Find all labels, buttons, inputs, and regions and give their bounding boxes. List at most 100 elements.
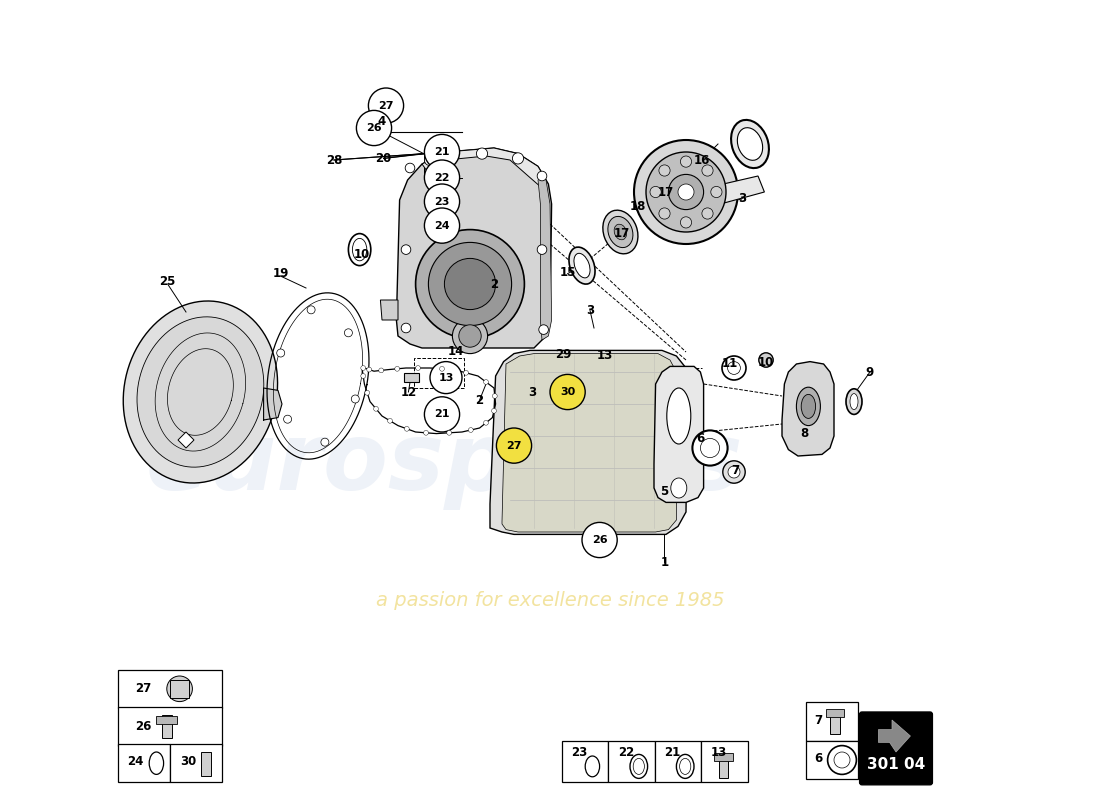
Circle shape bbox=[440, 366, 444, 371]
Text: 20: 20 bbox=[375, 152, 392, 165]
Text: 26: 26 bbox=[366, 123, 382, 133]
Circle shape bbox=[537, 171, 547, 181]
Text: 14: 14 bbox=[448, 346, 464, 358]
Bar bbox=[170, 744, 222, 782]
Circle shape bbox=[827, 746, 857, 774]
Text: 9: 9 bbox=[866, 366, 874, 378]
Polygon shape bbox=[381, 300, 398, 320]
Circle shape bbox=[539, 325, 549, 334]
Polygon shape bbox=[490, 350, 688, 534]
Circle shape bbox=[351, 395, 360, 403]
Text: 6: 6 bbox=[696, 432, 704, 445]
Text: 19: 19 bbox=[272, 267, 288, 280]
Circle shape bbox=[365, 390, 370, 395]
Circle shape bbox=[321, 438, 329, 446]
Ellipse shape bbox=[150, 752, 164, 774]
Ellipse shape bbox=[608, 217, 632, 247]
Circle shape bbox=[537, 245, 547, 254]
Circle shape bbox=[492, 408, 496, 413]
Circle shape bbox=[513, 153, 524, 164]
Text: 28: 28 bbox=[326, 154, 342, 166]
Bar bbox=[701, 741, 748, 782]
Polygon shape bbox=[879, 720, 911, 752]
Bar bbox=[562, 741, 608, 782]
Circle shape bbox=[387, 418, 393, 423]
Circle shape bbox=[484, 380, 488, 385]
Text: a passion for excellence since 1985: a passion for excellence since 1985 bbox=[376, 590, 724, 610]
Text: 2: 2 bbox=[490, 278, 498, 290]
Text: 26: 26 bbox=[592, 535, 607, 545]
Circle shape bbox=[405, 426, 409, 431]
Circle shape bbox=[727, 362, 740, 374]
Text: 3: 3 bbox=[738, 192, 746, 205]
Circle shape bbox=[374, 406, 378, 411]
Bar bbox=[118, 707, 222, 746]
Ellipse shape bbox=[728, 466, 740, 478]
Polygon shape bbox=[538, 178, 551, 340]
Circle shape bbox=[405, 163, 415, 173]
Ellipse shape bbox=[676, 754, 694, 778]
Text: 5: 5 bbox=[660, 485, 669, 498]
Bar bbox=[830, 710, 839, 734]
Text: 22: 22 bbox=[434, 173, 450, 182]
Ellipse shape bbox=[846, 389, 862, 414]
Text: 3: 3 bbox=[528, 386, 537, 398]
Circle shape bbox=[167, 676, 192, 702]
Text: 8: 8 bbox=[801, 427, 808, 440]
Text: 6: 6 bbox=[814, 752, 823, 765]
Circle shape bbox=[463, 370, 469, 375]
Text: 23: 23 bbox=[572, 746, 587, 758]
Bar bbox=[414, 358, 463, 388]
Polygon shape bbox=[782, 362, 834, 456]
Circle shape bbox=[425, 184, 460, 219]
Bar bbox=[170, 680, 189, 698]
Text: 30: 30 bbox=[560, 387, 575, 397]
Bar bbox=[118, 744, 170, 782]
Ellipse shape bbox=[723, 461, 745, 483]
Polygon shape bbox=[422, 148, 546, 188]
FancyBboxPatch shape bbox=[859, 712, 933, 785]
Text: eurospares: eurospares bbox=[145, 418, 744, 510]
Polygon shape bbox=[706, 176, 764, 206]
Circle shape bbox=[493, 394, 497, 398]
Ellipse shape bbox=[667, 388, 691, 444]
Bar bbox=[156, 716, 177, 724]
Circle shape bbox=[459, 325, 481, 347]
Circle shape bbox=[834, 752, 850, 768]
Text: 10: 10 bbox=[354, 248, 370, 261]
Circle shape bbox=[444, 258, 496, 310]
Text: 22: 22 bbox=[618, 746, 635, 758]
Bar bbox=[162, 715, 172, 738]
Ellipse shape bbox=[850, 394, 858, 410]
Circle shape bbox=[452, 318, 487, 354]
Text: 27: 27 bbox=[378, 101, 394, 110]
Ellipse shape bbox=[737, 128, 762, 160]
Ellipse shape bbox=[801, 394, 815, 418]
Text: 11: 11 bbox=[722, 358, 738, 370]
Circle shape bbox=[692, 430, 727, 466]
Ellipse shape bbox=[614, 224, 627, 240]
Bar bbox=[826, 709, 844, 717]
Circle shape bbox=[476, 148, 487, 159]
Text: 24: 24 bbox=[128, 755, 144, 768]
Text: 12: 12 bbox=[400, 386, 417, 398]
Text: 7: 7 bbox=[732, 464, 739, 477]
Ellipse shape bbox=[574, 254, 590, 278]
Polygon shape bbox=[264, 388, 282, 420]
Circle shape bbox=[701, 438, 719, 458]
Ellipse shape bbox=[630, 754, 648, 778]
Bar bbox=[118, 670, 222, 708]
Circle shape bbox=[496, 428, 531, 463]
Circle shape bbox=[361, 366, 365, 370]
Ellipse shape bbox=[759, 353, 773, 367]
Circle shape bbox=[669, 174, 704, 210]
Ellipse shape bbox=[680, 758, 691, 774]
Text: 30: 30 bbox=[180, 755, 197, 768]
Polygon shape bbox=[138, 317, 264, 467]
Bar bbox=[718, 758, 728, 778]
Circle shape bbox=[428, 242, 512, 326]
Ellipse shape bbox=[585, 756, 600, 777]
Circle shape bbox=[395, 366, 399, 371]
Circle shape bbox=[284, 415, 292, 423]
Text: 4: 4 bbox=[378, 115, 386, 128]
